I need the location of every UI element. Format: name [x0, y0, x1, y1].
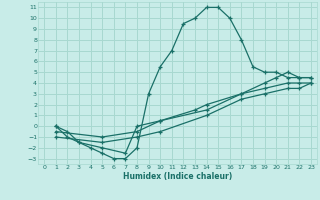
X-axis label: Humidex (Indice chaleur): Humidex (Indice chaleur)	[123, 172, 232, 181]
